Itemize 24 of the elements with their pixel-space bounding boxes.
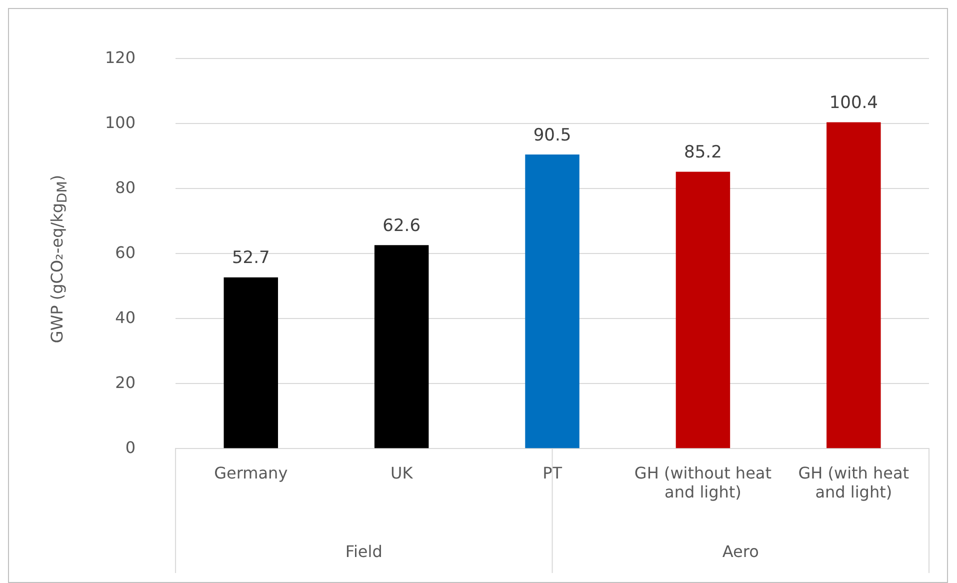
- bar: [826, 122, 881, 448]
- y-tick-label: 40: [115, 308, 136, 327]
- bar: [525, 154, 580, 448]
- bar: [224, 277, 278, 448]
- x-tick-label: Germany: [214, 463, 288, 482]
- data-label: 52.7: [232, 248, 270, 268]
- x-tick-label: GH (with heat and light): [798, 463, 910, 502]
- y-tick-label: 80: [115, 178, 136, 197]
- data-label: 90.5: [533, 125, 572, 146]
- y-tick-label: 0: [125, 438, 136, 457]
- y-tick-label: 120: [104, 48, 136, 67]
- text: Field: [345, 542, 382, 562]
- text: Aero: [722, 542, 759, 562]
- data-label: 100.4: [829, 93, 878, 114]
- y-tick-label: 100: [104, 112, 136, 132]
- bar: [676, 172, 730, 448]
- y-tick-label: 60: [115, 242, 136, 262]
- x-tick-label: UK: [390, 463, 414, 482]
- data-label: 85.2: [684, 142, 722, 163]
- data-label: 62.6: [382, 216, 421, 236]
- x-tick-label: GH (without heat and light): [634, 463, 772, 502]
- bar: [374, 245, 429, 448]
- y-tick-label: 20: [115, 372, 136, 392]
- x-tick-label: PT: [542, 463, 562, 482]
